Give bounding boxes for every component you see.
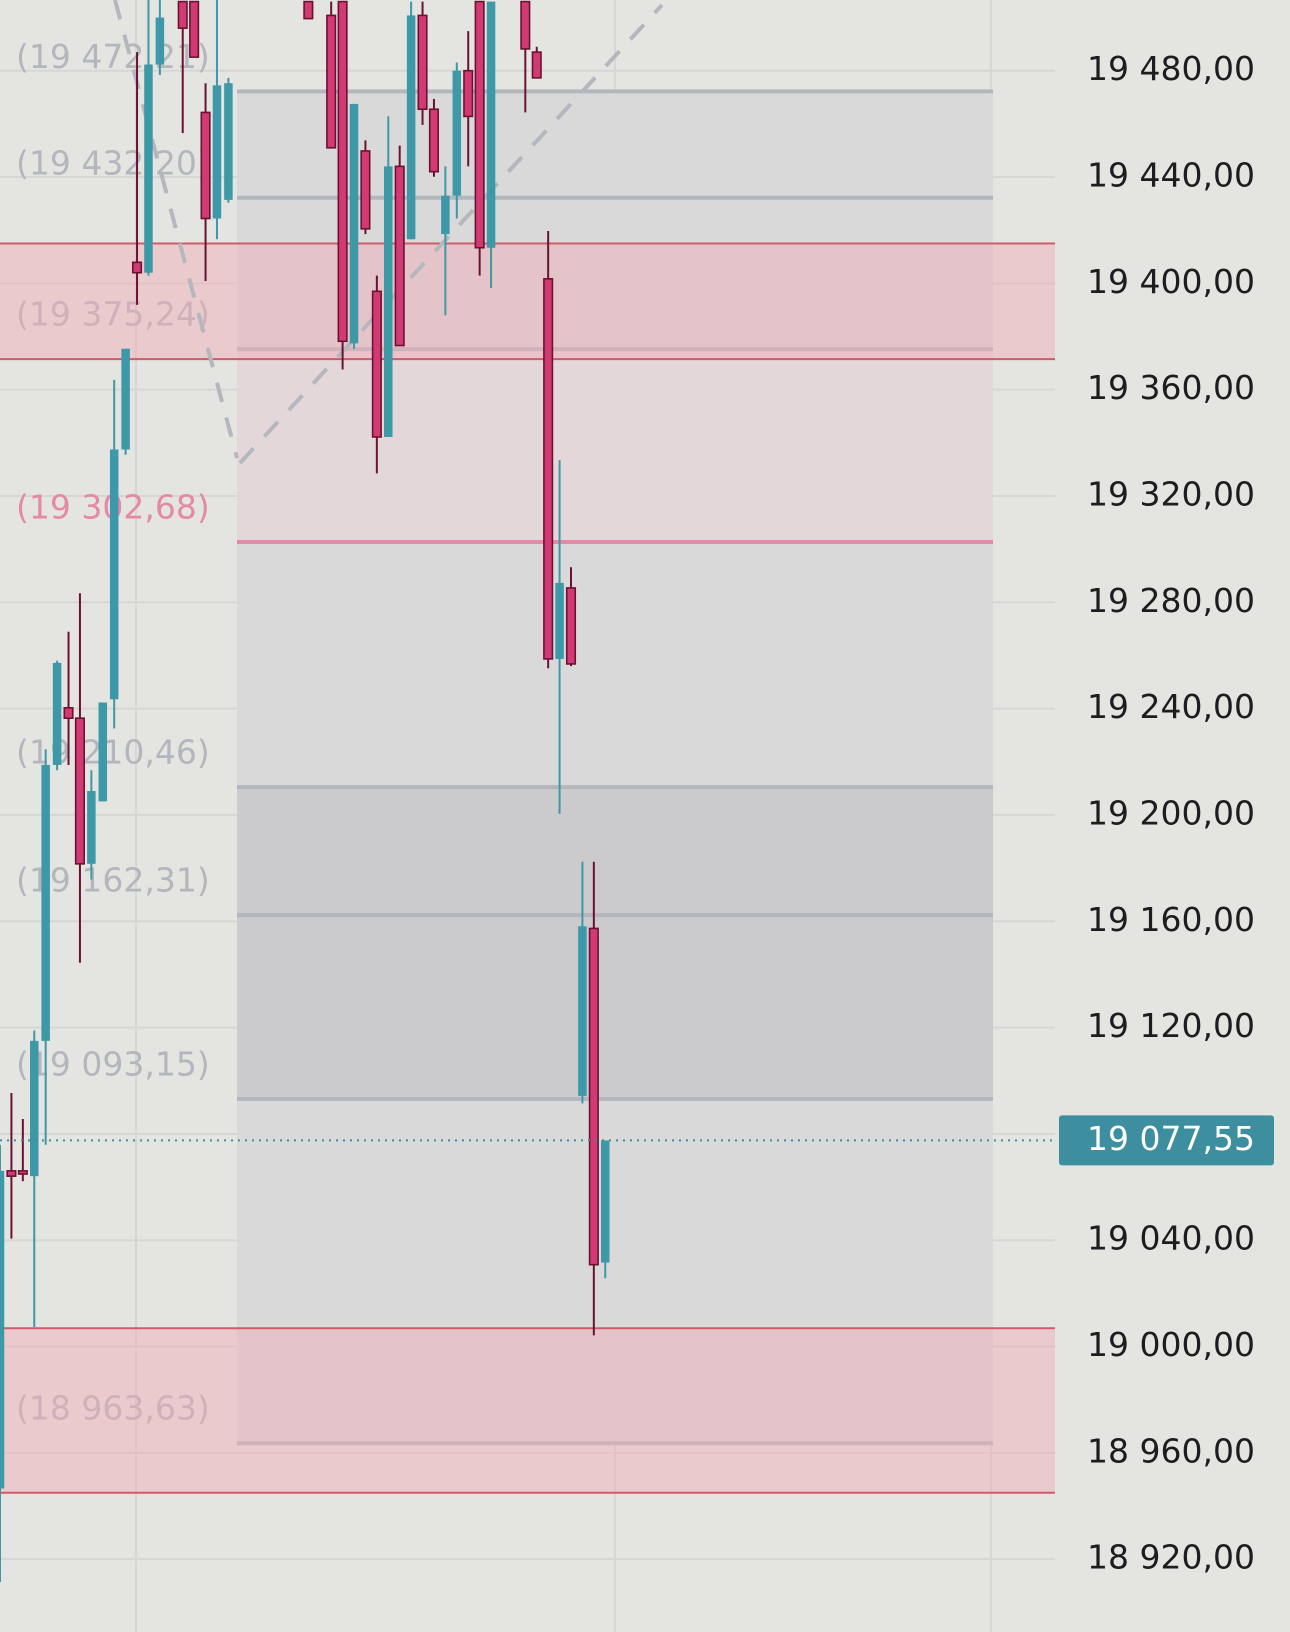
trend-lines bbox=[113, 0, 664, 465]
y-tick-label: 19 360,00 bbox=[1087, 368, 1255, 407]
candle-body bbox=[189, 0, 200, 58]
y-tick-label: 19 200,00 bbox=[1087, 793, 1255, 832]
y-tick-label: 19 280,00 bbox=[1087, 581, 1255, 620]
candle-body bbox=[63, 707, 74, 719]
candle-body bbox=[109, 449, 119, 700]
last-price-label: 19 077,55 bbox=[1087, 1119, 1255, 1158]
candle-body bbox=[463, 69, 474, 118]
candle-body bbox=[349, 103, 359, 344]
candle-body bbox=[452, 70, 462, 196]
candle-body bbox=[200, 111, 211, 220]
y-tick-label: 18 960,00 bbox=[1087, 1431, 1255, 1470]
fib-label: (19 432,20) bbox=[16, 143, 210, 182]
y-tick-label: 18 920,00 bbox=[1087, 1538, 1255, 1577]
candle-body bbox=[588, 927, 599, 1266]
y-tick-label: 19 040,00 bbox=[1087, 1219, 1255, 1258]
y-tick-label: 19 480,00 bbox=[1087, 49, 1255, 88]
y-tick-label: 19 240,00 bbox=[1087, 687, 1255, 726]
candle-body bbox=[155, 17, 165, 65]
zone bbox=[0, 243, 1055, 360]
price-axis: 18 920,00 18 960,00 19 000,00 19 040,00 19 1… bbox=[0, 49, 1274, 1577]
candle-body bbox=[601, 1140, 610, 1263]
fib-band bbox=[237, 787, 993, 916]
candle-body bbox=[371, 290, 382, 438]
zone bbox=[0, 1328, 1055, 1493]
candle-body bbox=[486, 1, 496, 248]
fib-label: (19 472,21) bbox=[16, 37, 210, 76]
candle-body bbox=[121, 348, 130, 450]
zones bbox=[0, 242, 1055, 1494]
candle-body bbox=[360, 150, 371, 230]
fib-label: (19 375,24) bbox=[16, 295, 210, 334]
candle-body bbox=[41, 764, 50, 1041]
fib-label: (19 093,15) bbox=[16, 1044, 210, 1083]
candle-body bbox=[384, 166, 393, 437]
fib-label: (18 963,63) bbox=[16, 1389, 210, 1428]
candle-body bbox=[303, 0, 314, 20]
trend-line bbox=[113, 0, 239, 459]
candle-body bbox=[144, 64, 153, 273]
candle-body bbox=[0, 1170, 5, 1489]
trend-line bbox=[238, 3, 664, 465]
y-tick-label: 19 120,00 bbox=[1087, 1006, 1255, 1045]
candle-body bbox=[326, 14, 337, 149]
candle-body bbox=[578, 926, 587, 1096]
candle-body bbox=[337, 0, 348, 343]
candle-body bbox=[6, 1170, 17, 1177]
candle-body bbox=[212, 85, 222, 219]
candle-body bbox=[531, 51, 542, 79]
y-tick-label: 19 000,00 bbox=[1087, 1325, 1255, 1364]
y-tick-label: 19 320,00 bbox=[1087, 474, 1255, 513]
candle-body bbox=[565, 587, 577, 665]
candle-body bbox=[428, 108, 440, 173]
candle-body bbox=[30, 1040, 39, 1177]
candle-body bbox=[555, 582, 564, 659]
candle-body bbox=[17, 1170, 28, 1175]
candle-body bbox=[177, 0, 188, 29]
candle-body bbox=[87, 791, 96, 864]
candle-body bbox=[98, 702, 108, 802]
candle-body bbox=[417, 14, 428, 111]
candle-body bbox=[474, 0, 485, 249]
y-tick-label: 19 160,00 bbox=[1087, 900, 1255, 939]
candle-body bbox=[52, 662, 62, 765]
candle-body bbox=[74, 717, 85, 865]
fib-band bbox=[237, 542, 993, 788]
candle-body bbox=[543, 278, 554, 660]
fib-band bbox=[237, 349, 993, 543]
last-price-box bbox=[1059, 1115, 1274, 1166]
candles bbox=[0, 0, 610, 1583]
fib-band bbox=[237, 1098, 993, 1444]
candle-body bbox=[441, 195, 450, 235]
candle-body bbox=[520, 0, 531, 50]
y-tick-label: 19 400,00 bbox=[1087, 262, 1255, 301]
fib-retracement: (19 472,21)(19 432,20)(19 375,24)(19 302… bbox=[16, 37, 993, 1446]
candle-body bbox=[131, 261, 143, 274]
fib-band bbox=[237, 915, 993, 1099]
candle-body bbox=[406, 15, 416, 240]
candle-body bbox=[394, 165, 405, 347]
y-tick-label: 19 440,00 bbox=[1087, 156, 1255, 195]
candle-body bbox=[224, 83, 233, 200]
